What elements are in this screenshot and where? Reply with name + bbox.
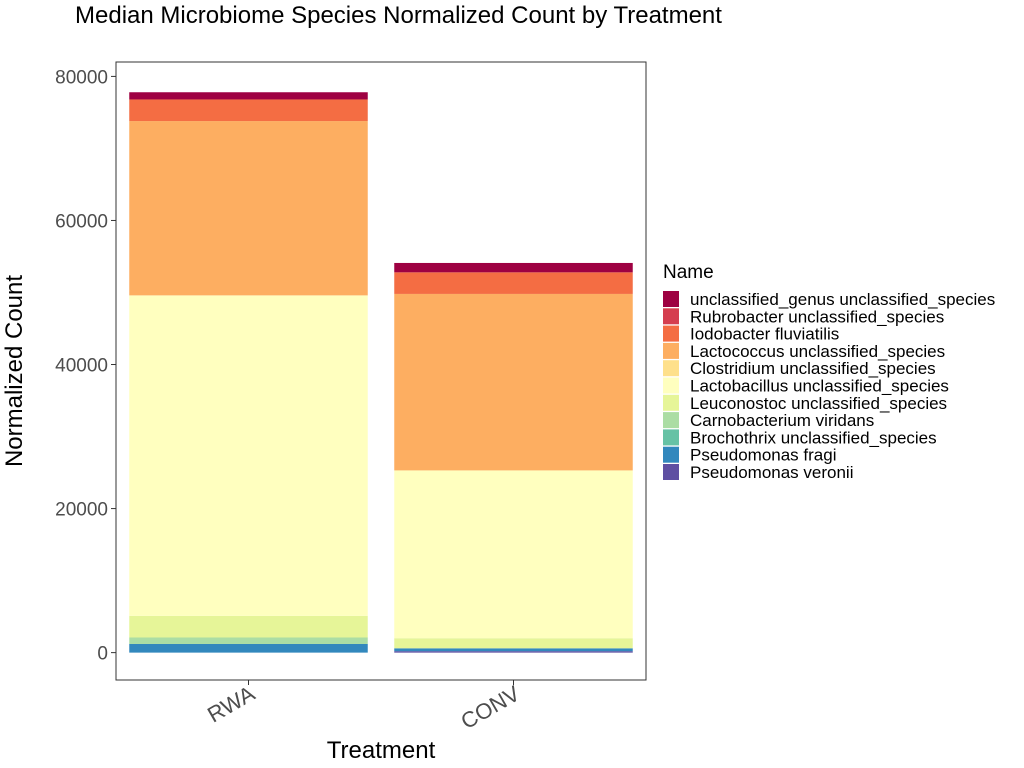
legend: unclassified_genus unclassified_speciesR… bbox=[663, 290, 995, 482]
legend-label: Brochothrix unclassified_species bbox=[690, 428, 937, 447]
bar-segment bbox=[394, 638, 633, 649]
bar-segment bbox=[129, 121, 368, 296]
legend-label: Leuconostoc unclassified_species bbox=[690, 394, 947, 413]
legend-swatch bbox=[663, 325, 679, 342]
legend-swatch bbox=[663, 412, 679, 429]
legend-label: Pseudomonas fragi bbox=[690, 446, 836, 465]
x-tick-label: RWA bbox=[203, 681, 259, 728]
legend-label: unclassified_genus unclassified_species bbox=[690, 290, 995, 309]
legend-title: Name bbox=[663, 262, 714, 283]
legend-label: Clostridium unclassified_species bbox=[690, 359, 936, 378]
x-tick-label: CONV bbox=[456, 681, 524, 735]
legend-swatch bbox=[663, 360, 679, 377]
bar-segment bbox=[129, 99, 368, 122]
bar-segment bbox=[394, 262, 633, 273]
legend-label: Carnobacterium viridans bbox=[690, 411, 874, 430]
legend-swatch bbox=[663, 394, 679, 411]
bar-segment bbox=[129, 615, 368, 638]
legend-swatch bbox=[663, 377, 679, 394]
y-tick-label: 60000 bbox=[55, 211, 108, 232]
y-tick-label: 0 bbox=[97, 644, 108, 665]
legend-swatch bbox=[663, 291, 679, 307]
chart-title: Median Microbiome Species Normalized Cou… bbox=[75, 2, 722, 29]
y-tick-label: 40000 bbox=[55, 356, 108, 377]
legend-swatch bbox=[663, 342, 679, 359]
bar-segment bbox=[394, 293, 633, 471]
bar-segment bbox=[129, 92, 368, 100]
bars-group bbox=[129, 92, 633, 653]
legend-label: Pseudomonas veronii bbox=[690, 463, 853, 482]
y-tick-label: 20000 bbox=[55, 500, 108, 521]
legend-label: Iodobacter fluviatilis bbox=[690, 325, 839, 344]
x-axis: RWA CONV bbox=[203, 680, 524, 734]
bar-segment bbox=[394, 272, 633, 294]
bar-segment bbox=[394, 648, 633, 652]
x-axis-title: Treatment bbox=[327, 737, 436, 764]
legend-label: Lactococcus unclassified_species bbox=[690, 342, 945, 361]
bar-segment bbox=[129, 643, 368, 653]
bar-segment bbox=[394, 651, 633, 653]
legend-swatch bbox=[663, 464, 679, 480]
bar-segment bbox=[129, 637, 368, 644]
y-tick-label: 80000 bbox=[55, 67, 108, 88]
bar-segment bbox=[129, 295, 368, 616]
bar-segment bbox=[394, 470, 633, 639]
legend-label: Lactobacillus unclassified_species bbox=[690, 377, 949, 396]
legend-swatch bbox=[663, 446, 679, 463]
y-axis-title: Normalized Count bbox=[1, 275, 28, 467]
legend-swatch bbox=[663, 308, 679, 325]
legend-swatch bbox=[663, 429, 679, 446]
y-axis: 0 20000 40000 60000 80000 bbox=[55, 67, 116, 665]
legend-label: Rubrobacter unclassified_species bbox=[690, 307, 944, 326]
